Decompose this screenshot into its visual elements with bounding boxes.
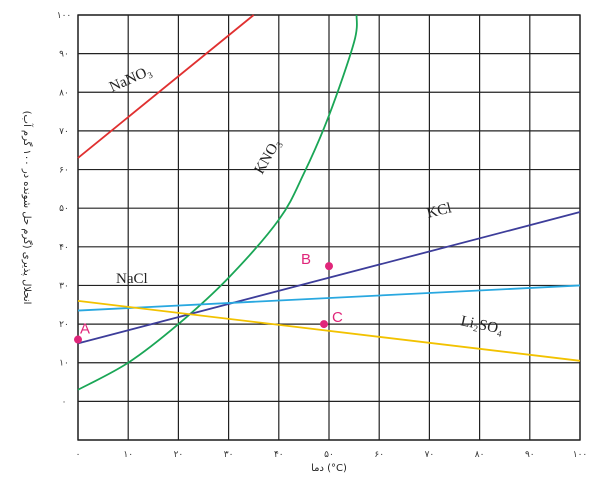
y-tick-label: ۴۰ (59, 243, 69, 253)
curve-label-3: NaCl (116, 271, 148, 287)
x-tick-label: ۹۰ (525, 450, 535, 460)
points-layer: A B C (74, 251, 343, 344)
x-tick-label: ۱۰۰ (573, 450, 588, 460)
y-tick-label: ۹۰ (59, 50, 69, 60)
chart-grid (77, 14, 581, 441)
y-tick-label: ۰ (62, 397, 67, 407)
series-line-2 (77, 211, 581, 345)
x-axis-label: دما (°C) (311, 463, 347, 474)
series-line-1 (77, 14, 358, 391)
x-tick-label: ۱۰ (123, 450, 133, 460)
x-tick-label: ۸۰ (475, 450, 485, 460)
x-tick-label: ۶۰ (374, 450, 384, 460)
curve-label-2: KCl (425, 200, 453, 222)
point-c (319, 320, 328, 329)
series-line-4 (77, 300, 581, 362)
point-label-c: C (332, 309, 343, 326)
point-label-b: B (301, 251, 311, 268)
x-tick-label: ۴۰ (274, 450, 284, 460)
point-label-a: A (80, 321, 90, 338)
point-b (325, 262, 333, 271)
y-tick-label: ۶۰ (59, 166, 69, 176)
x-tick-label: ۰ (76, 450, 81, 460)
series-layer (77, 14, 581, 391)
y-tick-label: ۵۰ (59, 204, 69, 214)
y-tick-label: ۱۰ (59, 359, 69, 369)
series-line-0 (77, 14, 255, 159)
y-tick-label: ۱۰۰ (57, 11, 72, 21)
x-tick-label: ۳۰ (224, 450, 234, 460)
ticks-layer: ۰ ۱۰ ۲۰ ۳۰ ۴۰ ۵۰ ۶۰ ۷۰ ۸۰ ۹۰ ۱۰۰ ۰ ۱۰ ۲۰ ۳۰ ۴۰ ۵۰ ۶۰ ۷۰ ۸۰ ۹… (57, 11, 588, 460)
x-tick-label: ۲۰ (174, 450, 184, 460)
y-tick-label: ۲۰ (59, 320, 69, 330)
series-line-3 (77, 284, 581, 312)
y-tick-label: ۷۰ (59, 127, 69, 137)
x-tick-label: ۵۰ (324, 450, 334, 460)
y-axis-label: انحلال پذیری (گرم حل شونده در ۱۰۰ گرم آب… (21, 111, 34, 305)
y-tick-label: ۳۰ (59, 281, 69, 291)
y-tick-label: ۸۰ (59, 88, 69, 98)
point-a (74, 335, 82, 344)
x-tick-label: ۷۰ (425, 450, 435, 460)
